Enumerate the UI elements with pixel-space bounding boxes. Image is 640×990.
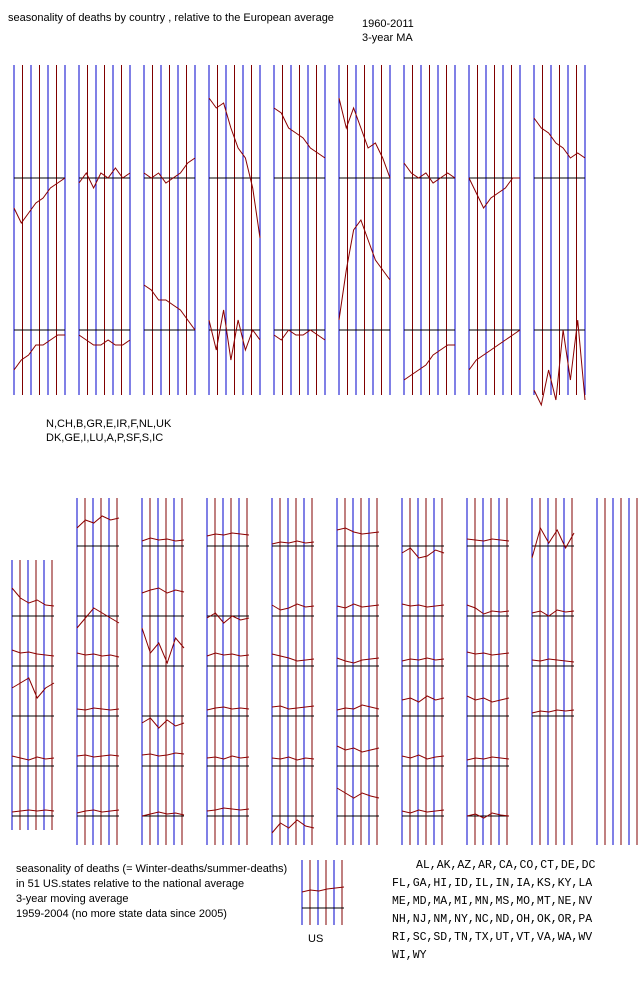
trace [466, 756, 510, 761]
trace [401, 547, 445, 559]
trace [206, 755, 250, 760]
trace [78, 334, 131, 346]
trace [466, 651, 510, 656]
note: 3-year moving average [16, 893, 129, 905]
trace [141, 587, 185, 594]
trace [301, 886, 345, 893]
trace [531, 658, 575, 663]
trace [273, 329, 326, 341]
trace [143, 157, 196, 184]
trace [206, 807, 250, 812]
title: seasonality of deaths by country , relat… [8, 12, 334, 24]
trace [143, 284, 196, 331]
state-list: WI,WY [392, 949, 427, 962]
trace [11, 649, 55, 657]
legend-bottom: DK,GE,I,LU,A,P,SF,S,IC [46, 432, 163, 444]
state-list: ME,MD,MA,MI,MN,MS,MO,MT,NE,NV [392, 895, 592, 908]
trace [208, 97, 261, 239]
trace [401, 657, 445, 662]
trace [466, 604, 510, 615]
trace [206, 652, 250, 657]
trace [336, 704, 380, 711]
trace [533, 319, 586, 407]
smoothing: 3-year MA [362, 32, 413, 44]
trace [141, 717, 185, 729]
trace [401, 754, 445, 760]
trace [466, 695, 510, 703]
trace [271, 705, 315, 710]
trace [206, 706, 250, 711]
trace [13, 334, 65, 371]
trace [336, 745, 380, 753]
trace [76, 652, 120, 658]
trace [531, 709, 575, 714]
trace [533, 117, 586, 159]
trace [338, 97, 391, 179]
trace [271, 819, 315, 834]
trace [76, 515, 120, 529]
state-list: RI,SC,SD,TN,TX,UT,VT,VA,WA,WV [392, 931, 592, 944]
trace [271, 540, 315, 545]
trace [78, 167, 131, 190]
trace [401, 603, 445, 608]
trace [273, 107, 326, 159]
us-label: US [308, 933, 323, 945]
trace [336, 657, 380, 664]
trace [208, 309, 261, 361]
trace [403, 344, 455, 381]
trace [76, 607, 120, 629]
trace [468, 177, 520, 209]
trace [336, 787, 380, 799]
trace [466, 812, 510, 819]
trace [271, 653, 315, 662]
trace [531, 526, 575, 559]
trace [336, 527, 380, 535]
trace [401, 809, 445, 814]
trace [11, 677, 55, 699]
trace [141, 811, 185, 817]
state-list: NH,NJ,NM,NY,NC,ND,OH,OK,OR,PA [392, 913, 592, 926]
trace [403, 162, 456, 184]
trace [468, 329, 521, 371]
trace [401, 695, 445, 703]
trace [11, 755, 55, 761]
note: in 51 US.states relative to the national… [16, 878, 244, 890]
trace [141, 537, 185, 542]
trace [11, 587, 55, 607]
note: seasonality of deaths (= Winter-deaths/s… [16, 863, 287, 875]
state-list: AL,AK,AZ,AR,CA,CO,CT,DE,DC [416, 859, 596, 872]
trace [76, 754, 120, 758]
trace [336, 603, 380, 609]
trace [11, 809, 55, 813]
period: 1960-2011 [362, 18, 414, 30]
trace [76, 809, 120, 814]
trace [271, 756, 315, 761]
trace [206, 612, 250, 624]
note: 1959-2004 (no more state data since 2005… [16, 908, 227, 920]
state-list: FL,GA,HI,ID,IL,IN,IA,KS,KY,LA [392, 877, 592, 890]
trace [141, 752, 185, 757]
trace [13, 177, 66, 224]
trace [466, 538, 510, 542]
trace [141, 627, 185, 665]
trace [206, 532, 250, 537]
trace [271, 603, 315, 611]
trace [338, 218, 391, 321]
legend-top: N,CH,B,GR,E,IR,F,NL,UK [46, 418, 172, 430]
trace [76, 707, 120, 711]
trace [531, 609, 575, 617]
